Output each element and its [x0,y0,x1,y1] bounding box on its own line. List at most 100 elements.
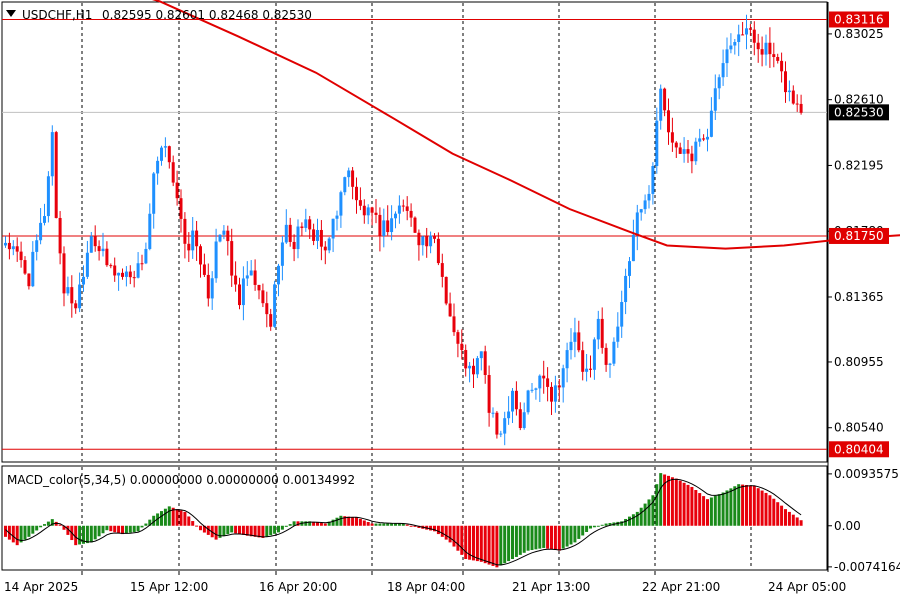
macd-bar [581,525,585,536]
macd-bar [514,525,518,557]
candle-body [725,49,729,64]
candle-body [300,226,304,228]
macd-bar [608,522,612,526]
macd-bar [230,525,234,533]
macd-bar [526,525,530,551]
macd-bar [144,523,148,526]
candle-body [628,261,631,276]
macd-bar [261,525,265,538]
time-tick-label: 15 Apr 12:00 [130,580,208,594]
time-axis: 14 Apr 2025 15 Apr 12:00 16 Apr 20:00 18 Ap… [4,571,846,594]
chart-menu-triangle-icon[interactable] [6,10,16,17]
macd-bar [128,525,132,533]
candle-body [511,390,514,412]
level-price-badge [829,441,889,458]
candle-body [425,236,429,247]
macd-bar [117,525,121,534]
macd-bar [105,525,109,531]
macd-bar [316,522,319,526]
candle-body [179,198,183,219]
candle-body [550,386,553,402]
candle-body [436,238,440,264]
macd-bar [362,520,366,526]
candle-body [304,219,308,228]
candle-body [4,242,7,246]
macd-bar [725,490,729,526]
candle-body [269,314,273,327]
macd-bar [756,488,760,526]
macd-bar [706,499,709,526]
macd-pane-frame [1,465,828,571]
candle-body [495,412,499,435]
macd-bar [522,525,526,553]
candle-body [226,230,230,242]
macd-bar [569,525,573,545]
candle-body [105,248,109,266]
macd-bar [483,525,487,564]
candle-body [280,242,284,266]
candle-body [475,358,479,375]
candle-body [238,284,241,306]
candle-body [234,275,238,285]
macd-bar [140,525,144,528]
candle-body [795,103,799,105]
candle-body [347,170,351,178]
macd-bar [628,516,631,526]
macd-histogram [4,473,803,568]
macd-bar [690,486,694,526]
macd-bar [444,525,448,540]
candle-body [140,263,144,265]
candle-body [46,176,50,217]
macd-bar [113,525,117,533]
candle-body [54,132,58,218]
macd-bar [351,517,355,526]
macd-bar [791,514,795,526]
macd-indicator-label: MACD_color(5,34,5) 0.00000000 0.00000000… [7,473,355,487]
macd-bar [199,525,202,531]
macd-bar [787,511,791,526]
macd-bar [643,503,647,526]
candle-body [277,265,280,285]
macd-bar [93,525,97,540]
candle-body [791,90,795,104]
candle-body [390,218,394,233]
macd-bar [729,488,733,526]
candle-body [245,275,249,279]
candle-body [319,229,323,247]
candles [4,14,803,446]
candle-body [667,110,670,133]
macd-tick-label: 0.00 [834,519,861,533]
macd-bar [269,525,273,536]
macd-bar [475,525,479,562]
macd-bar [507,525,511,562]
candle-body [11,246,15,250]
candle-body [66,287,70,294]
macd-bar [557,525,561,551]
candle-body [569,341,573,351]
macd-bar [191,521,195,526]
macd-bar [284,525,288,527]
macd-bar [335,517,339,526]
candle-body [487,375,491,413]
macd-bar [308,521,312,526]
macd-bar [635,511,639,526]
time-tick-label: 14 Apr 2025 [4,580,78,594]
macd-bar [374,523,378,526]
candle-body [663,88,667,111]
candle-body [148,213,152,249]
macd-bar [760,490,764,526]
candle-body [514,390,518,410]
candle-body [557,385,561,388]
candle-body [608,363,612,365]
macd-bar [31,525,35,534]
macd-tick-label: 0.0093575 [834,467,899,481]
candle-body [316,229,319,241]
candle-body [39,222,43,241]
candle-body [760,49,764,55]
candle-body [409,210,413,218]
candle-body [709,110,713,137]
macd-bar [35,525,39,531]
candle-body [784,71,787,93]
